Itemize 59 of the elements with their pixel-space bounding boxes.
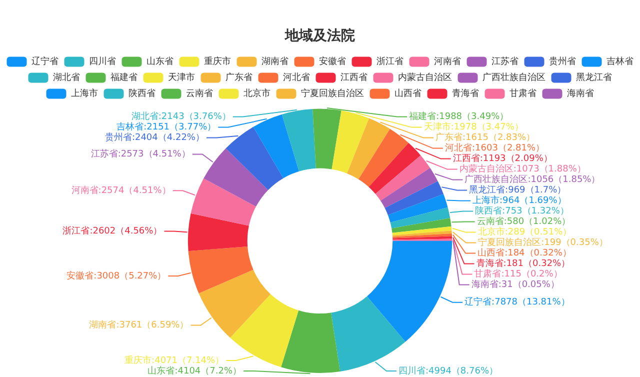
legend-label: 上海市 [70, 88, 98, 100]
data-label: 安徽省:3008（5.27%） [66, 270, 166, 282]
legend-label: 河南省 [434, 56, 461, 68]
legend-label: 云南省 [186, 88, 213, 100]
data-label: 吉林省:2151（3.77%） [116, 122, 216, 133]
legend-label: 黑龙江省 [576, 72, 612, 84]
legend-label: 湖北省 [52, 72, 80, 84]
data-label: 湖北省:2143（3.76%） [131, 111, 231, 122]
legend-label: 江西省 [340, 72, 368, 84]
data-label: 重庆市:4071（7.14%） [124, 354, 224, 366]
legend-label: 安徽省 [318, 56, 346, 68]
data-label: 江苏省:2573（4.51%） [90, 148, 190, 160]
legend-label: 重庆市 [204, 56, 231, 68]
data-label: 陕西省:753（1.32%） [475, 206, 569, 217]
data-label: 甘肃省:115（0.2%） [474, 268, 562, 280]
data-label: 湖南省:3761（6.59%） [89, 320, 189, 331]
legend-label: 福建省 [110, 72, 138, 84]
legend-label: 贵州省 [548, 56, 576, 68]
legend-label: 广西壮族自治区 [482, 72, 546, 84]
data-label: 四川省:4994（8.76%） [398, 365, 498, 376]
data-label: 宁夏回族自治区:199（0.35%） [478, 237, 608, 248]
data-label: 广西壮族自治区:1056（1.85%） [464, 174, 600, 186]
data-label: 山西省:184（0.32%） [478, 248, 572, 259]
data-label: 云南省:580（1.02%） [476, 216, 571, 228]
data-label: 山东省:4104（7.2%） [148, 365, 242, 376]
data-label: 天津市:1978（3.47%） [424, 122, 524, 133]
data-label: 青海省:181（0.32%） [476, 258, 570, 270]
legend-label: 甘肃省 [509, 88, 536, 100]
legend-label: 浙江省 [376, 56, 404, 68]
legend-label: 辽宁省 [31, 56, 58, 68]
data-label: 河南省:2574（4.51%） [71, 184, 171, 196]
legend-label: 四川省 [88, 56, 116, 68]
legend-label: 吉林省 [606, 56, 634, 68]
data-label: 广东省:1615（2.83%） [436, 132, 536, 144]
chart-title: 地域及法院 [284, 27, 355, 44]
data-label: 辽宁省:7878（13.81%） [464, 296, 570, 308]
legend-label: 陕西省 [128, 88, 156, 100]
data-label: 内蒙古自治区:1073（1.88%） [459, 164, 586, 175]
data-label: 北京市:289（0.51%） [478, 226, 572, 238]
legend-label: 河北省 [282, 72, 310, 84]
legend-label: 江苏省 [491, 56, 518, 68]
legend-label: 青海省 [452, 88, 479, 100]
legend-label: 广东省 [225, 72, 252, 84]
legend-label: 北京市 [243, 88, 270, 100]
data-label: 浙江省:2602（4.56%） [62, 226, 162, 237]
legend-label: 宁夏回族自治区 [300, 88, 364, 100]
data-label: 江西省:1193（2.09%） [452, 153, 552, 164]
legend-label: 湖南省 [261, 56, 288, 68]
legend-label: 山西省 [394, 88, 422, 100]
data-label: 贵州省:2404（4.22%） [104, 132, 204, 144]
data-label: 海南省:31（0.05%） [471, 279, 560, 290]
legend-label: 山东省 [146, 56, 174, 68]
data-label: 上海市:964（1.69%） [472, 195, 566, 206]
data-label: 黑龙江省:969（1.7%） [469, 184, 566, 196]
legend-label: 天津市 [168, 72, 195, 84]
legend-label: 内蒙古自治区 [398, 72, 452, 84]
legend-label: 海南省 [566, 88, 594, 100]
data-label: 河北省:1603（2.81%） [445, 142, 545, 154]
data-label: 福建省:1988（3.49%） [409, 111, 509, 122]
